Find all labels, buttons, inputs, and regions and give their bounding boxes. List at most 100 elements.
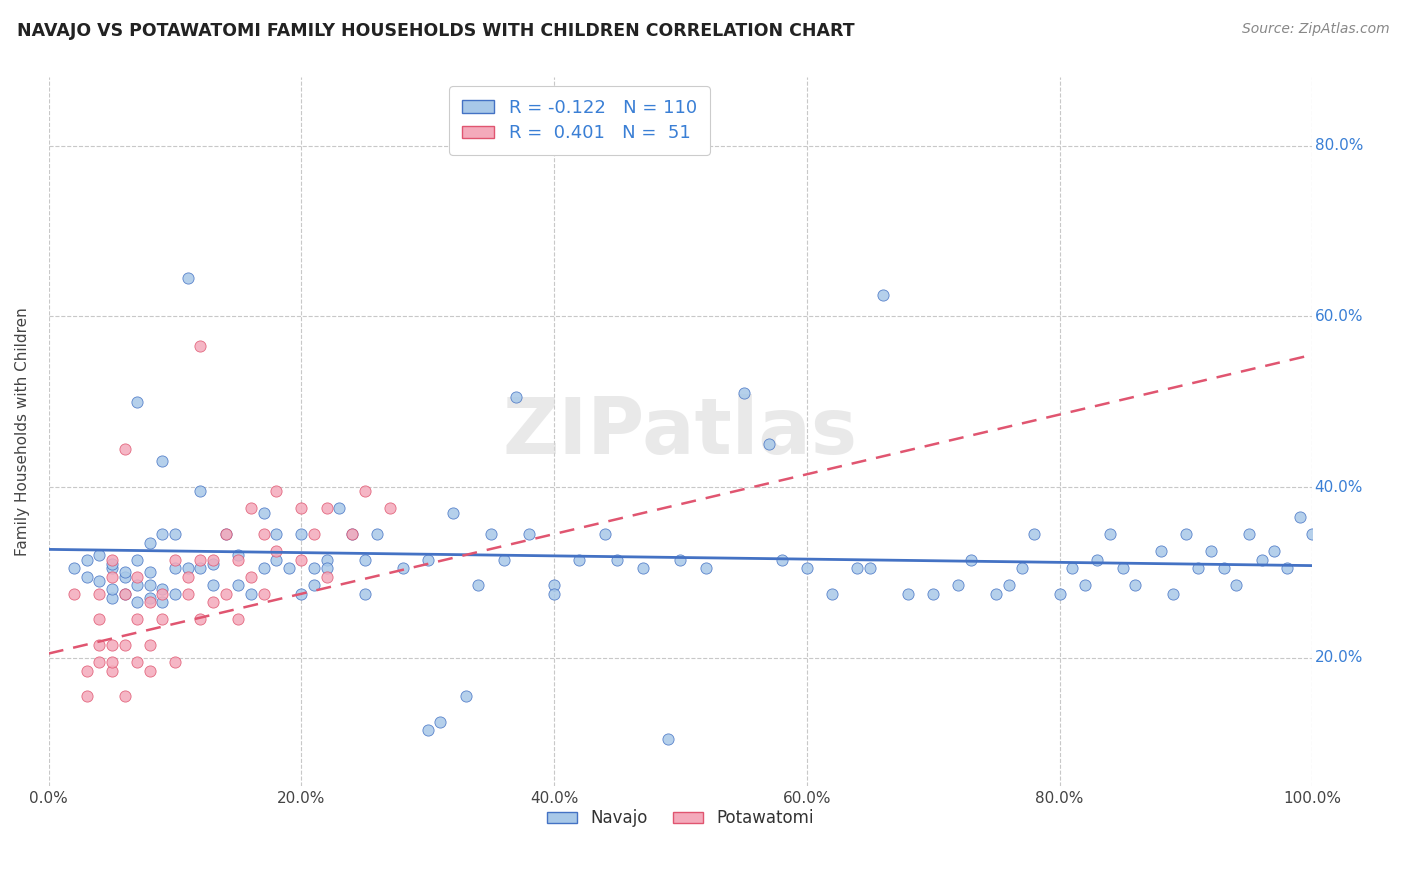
Point xyxy=(101,561,124,575)
Point xyxy=(366,527,388,541)
Point xyxy=(315,570,337,584)
Point xyxy=(492,552,515,566)
Point xyxy=(139,535,162,549)
Point xyxy=(89,574,111,588)
Point xyxy=(114,689,136,703)
Point xyxy=(593,527,616,541)
Point xyxy=(214,527,236,541)
Point xyxy=(226,612,249,626)
Text: 60.0%: 60.0% xyxy=(1315,309,1364,324)
Point xyxy=(1074,578,1097,592)
Point xyxy=(1011,561,1033,575)
Point xyxy=(214,587,236,601)
Point xyxy=(733,386,755,401)
Point xyxy=(165,561,187,575)
Text: Source: ZipAtlas.com: Source: ZipAtlas.com xyxy=(1241,22,1389,37)
Point xyxy=(101,655,124,669)
Point xyxy=(1237,527,1260,541)
Y-axis label: Family Households with Children: Family Households with Children xyxy=(15,307,30,556)
Point xyxy=(770,552,793,566)
Point xyxy=(101,582,124,597)
Text: ZIPatlas: ZIPatlas xyxy=(503,393,858,469)
Point xyxy=(315,552,337,566)
Point xyxy=(63,561,86,575)
Point xyxy=(190,612,212,626)
Point xyxy=(152,527,174,541)
Point xyxy=(101,638,124,652)
Point xyxy=(127,394,149,409)
Text: NAVAJO VS POTAWATOMI FAMILY HOUSEHOLDS WITH CHILDREN CORRELATION CHART: NAVAJO VS POTAWATOMI FAMILY HOUSEHOLDS W… xyxy=(17,22,855,40)
Point xyxy=(101,570,124,584)
Point xyxy=(114,570,136,584)
Point xyxy=(290,587,312,601)
Point xyxy=(454,689,477,703)
Point xyxy=(302,561,325,575)
Point xyxy=(1301,527,1323,541)
Point xyxy=(201,578,224,592)
Point xyxy=(101,552,124,566)
Point xyxy=(1123,578,1146,592)
Point xyxy=(239,570,262,584)
Point xyxy=(190,339,212,353)
Point xyxy=(76,689,98,703)
Point xyxy=(897,587,920,601)
Point xyxy=(353,484,375,499)
Point xyxy=(177,561,200,575)
Point xyxy=(152,595,174,609)
Point xyxy=(177,570,200,584)
Point xyxy=(252,561,274,575)
Legend: Navajo, Potawatomi: Navajo, Potawatomi xyxy=(540,803,821,834)
Point xyxy=(1024,527,1046,541)
Point xyxy=(998,578,1021,592)
Point xyxy=(302,527,325,541)
Point xyxy=(264,527,287,541)
Point xyxy=(127,570,149,584)
Point xyxy=(264,484,287,499)
Point xyxy=(1111,561,1133,575)
Point xyxy=(657,731,679,746)
Point xyxy=(165,655,187,669)
Point xyxy=(127,655,149,669)
Point xyxy=(114,638,136,652)
Point xyxy=(353,587,375,601)
Point xyxy=(190,484,212,499)
Point xyxy=(165,527,187,541)
Point xyxy=(1087,552,1109,566)
Point xyxy=(1225,578,1247,592)
Point xyxy=(1149,544,1171,558)
Point xyxy=(353,552,375,566)
Point xyxy=(177,271,200,285)
Text: 40.0%: 40.0% xyxy=(1315,480,1362,494)
Point xyxy=(201,552,224,566)
Point xyxy=(859,561,882,575)
Point xyxy=(127,612,149,626)
Point xyxy=(695,561,717,575)
Point xyxy=(114,587,136,601)
Point xyxy=(290,527,312,541)
Point xyxy=(416,552,439,566)
Point xyxy=(139,591,162,605)
Point xyxy=(139,664,162,678)
Point xyxy=(101,591,124,605)
Point xyxy=(114,587,136,601)
Point xyxy=(139,638,162,652)
Point xyxy=(505,391,527,405)
Point xyxy=(479,527,502,541)
Point xyxy=(89,612,111,626)
Point xyxy=(252,506,274,520)
Point xyxy=(114,566,136,580)
Point xyxy=(127,578,149,592)
Point xyxy=(441,506,464,520)
Point xyxy=(226,552,249,566)
Point xyxy=(239,587,262,601)
Point xyxy=(152,612,174,626)
Point xyxy=(89,549,111,563)
Point xyxy=(290,501,312,516)
Point xyxy=(467,578,489,592)
Point xyxy=(1199,544,1222,558)
Point xyxy=(76,664,98,678)
Point xyxy=(1049,587,1071,601)
Point xyxy=(315,561,337,575)
Point xyxy=(264,544,287,558)
Point xyxy=(201,595,224,609)
